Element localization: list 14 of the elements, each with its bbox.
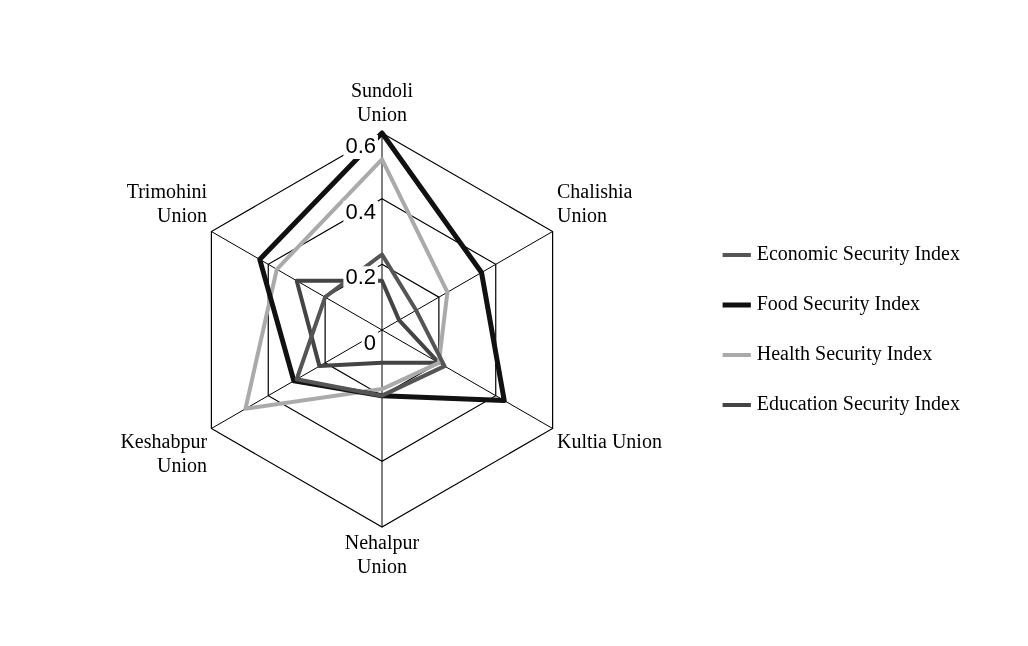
y-tick-label: 0.6: [345, 133, 376, 159]
y-tick-label: 0: [363, 330, 376, 356]
spoke-label: Keshabpur Union: [120, 430, 208, 477]
y-tick-label: 0.4: [345, 198, 376, 224]
legend-label: Education Security Index: [756, 392, 961, 416]
spoke-label: Trimohini Union: [126, 180, 208, 227]
y-tick-label: 0.2: [345, 264, 376, 290]
legend-label: Health Security Index: [756, 342, 933, 366]
spoke-label: Kultia Union: [556, 430, 662, 453]
legend-label: Economic Security Index: [756, 242, 961, 266]
spoke-label: Nehalpur Union: [344, 531, 420, 578]
spoke-label: Chalishia Union: [556, 180, 633, 227]
spoke-label: Sundoli Union: [350, 79, 414, 126]
legend-label: Food Security Index: [756, 292, 921, 316]
